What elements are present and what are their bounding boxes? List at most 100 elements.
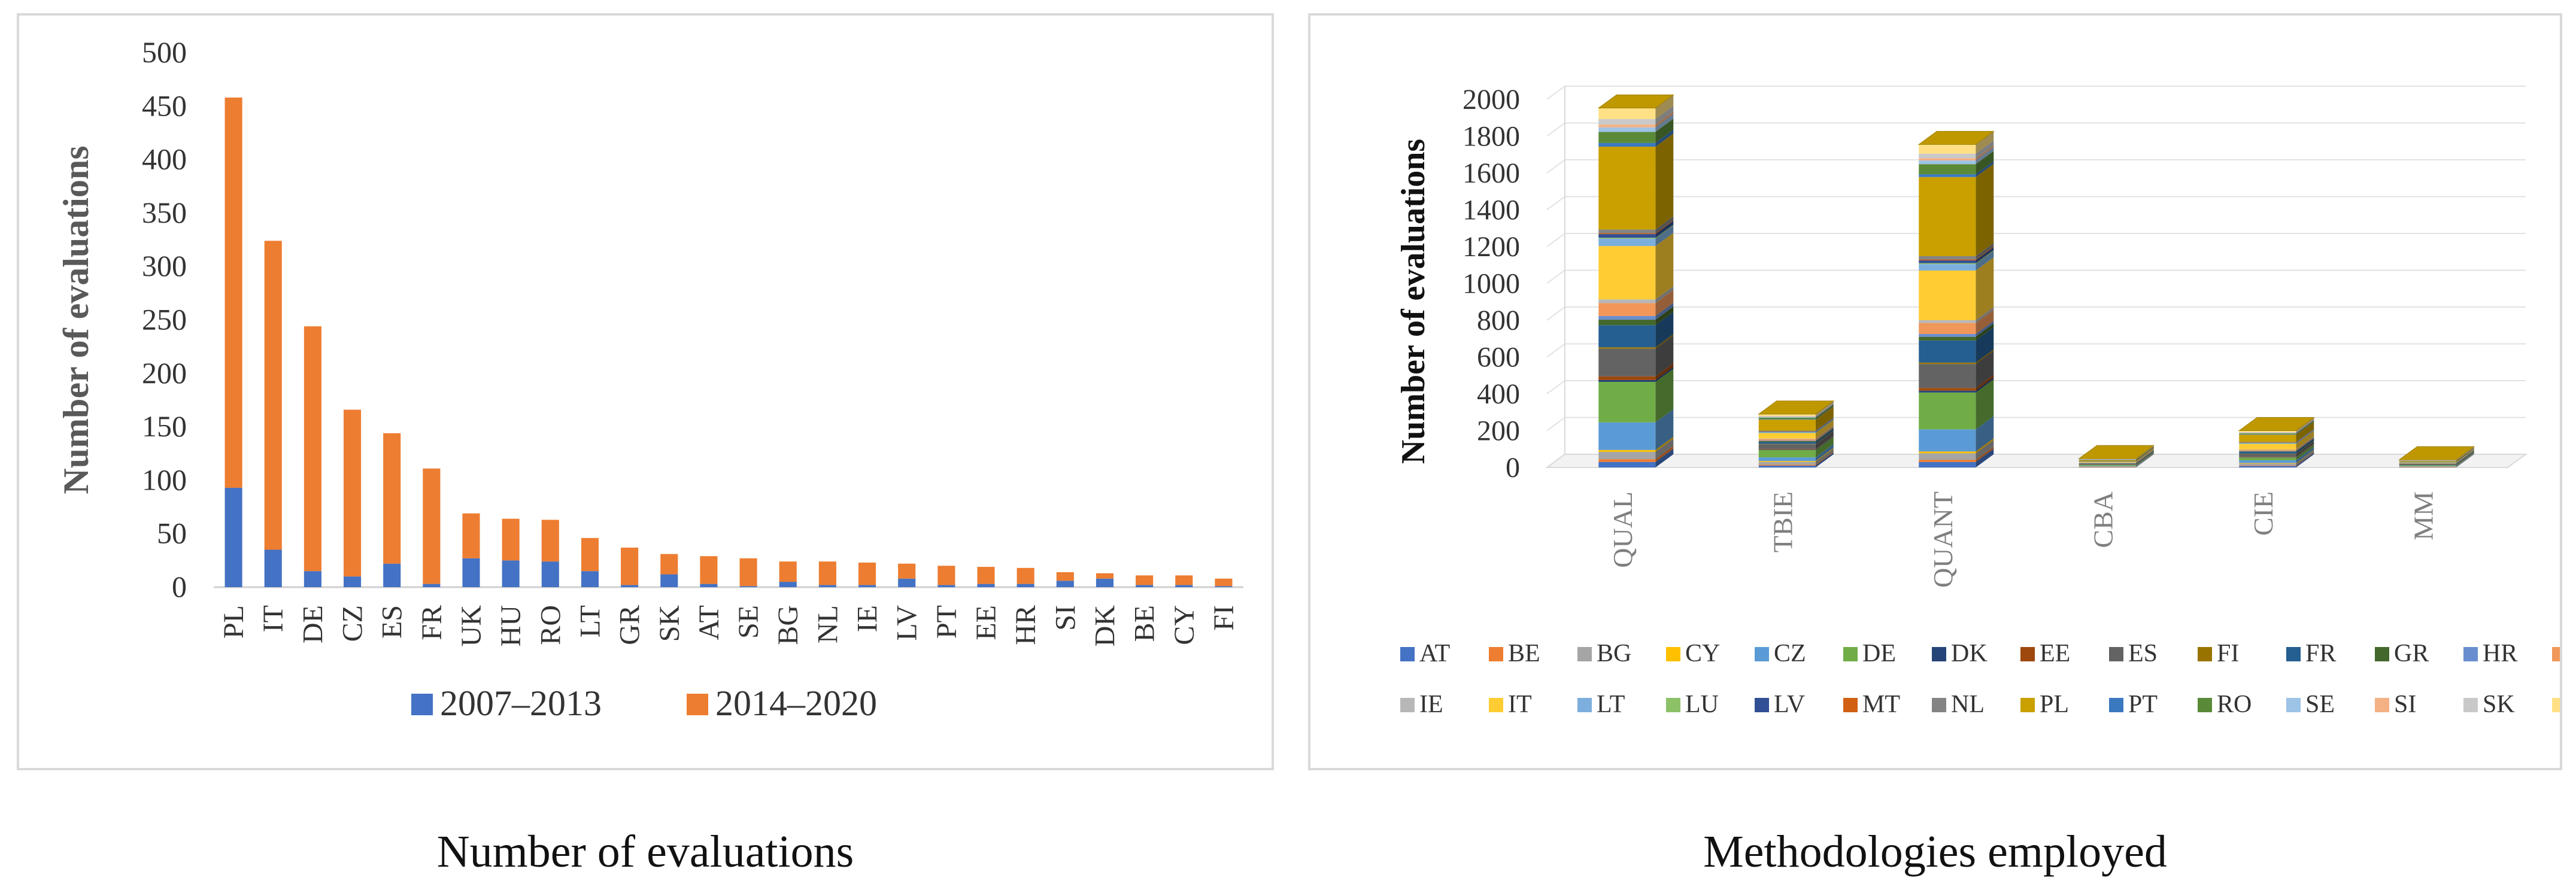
y-tick-label: 400 [142,142,187,176]
bar-side-CBA-CY [2135,452,2154,467]
legend-swatch-SE [2286,698,2301,712]
bar-side-CBA-PT [2135,447,2154,460]
bar-CIE-SK [2239,432,2296,433]
bar-TBIE-CZ [1758,457,1816,461]
x-tick-label: DE [297,605,329,643]
bar-QUANT-CZ [1919,429,1976,452]
legend-swatch-LT [1577,698,1592,712]
bar-side-CBA-DE [2135,451,2154,466]
bar-side-CBA-BG [2135,453,2154,467]
bar-CBA-HR [2079,463,2136,464]
bar-CIE-AT [2239,466,2296,467]
y-tick-label: 250 [142,303,187,336]
bar-side-TBIE-GR [1815,428,1834,442]
bar-top-QUANT [1917,130,1995,145]
y-tick-label: 500 [142,35,187,69]
x-tick-label: RO [535,605,566,645]
bar-QUAL-EE [1598,376,1656,380]
bar-side-CBA-ES [2135,450,2154,464]
bar-QUAL-SI [1598,124,1656,127]
bar-side-TBIE-CZ [1815,444,1834,461]
bar-side-MM-EE [2456,451,2474,465]
chart-floor [1545,454,2528,468]
bar-side-QUANT-UK [1976,131,1994,154]
legend-swatch-DE [1843,647,1858,661]
bar-MM-DK [2399,464,2456,466]
bar-side-MM-DK [2456,451,2474,466]
bar-QUANT-IT [1919,270,1976,320]
legend-label: LU [1685,691,1719,718]
bar-QUANT-PT [1919,174,1976,177]
bar-MM-EE [2399,464,2456,465]
bar-QUANT-EE [1919,388,1976,391]
bar-QUANT-LT [1919,264,1976,271]
bar-CBA-PL [2079,460,2136,461]
bar-MM-PL [2399,461,2456,462]
bar-HU-2007-2013 [502,560,520,587]
legend-label: DE [1862,640,1896,667]
y-tick-label: 100 [142,463,187,496]
bar-QUANT-CY [1919,451,1976,454]
bar-QUAL-PL [1598,147,1656,230]
bar-side-QUANT-DK [1976,377,1994,393]
x-tick-label: CZ [337,605,369,642]
bar-GR-2007-2013 [621,585,639,587]
bar-LT-2007-2013 [581,571,599,587]
bar-side-CIE-AT [2296,452,2314,467]
bar-QUANT-SI [1919,158,1976,161]
bar-QUAL-ES [1598,348,1656,376]
bar-side-QUANT-LU [1976,250,1994,265]
gridline [1546,343,2526,358]
bar-side-MM-NL [2456,448,2474,463]
y-tick-label: 0 [1506,452,1520,484]
legend-swatch-LU [1666,698,1680,712]
bar-QUAL-DK [1598,379,1656,382]
bar-QUANT-SE [1919,160,1976,165]
bar-UK-2007-2013 [462,558,480,587]
bar-side-QUAL-GR [1655,306,1674,326]
bar-CIE-IE [2239,449,2296,450]
bar-MM-NL [2399,461,2456,463]
y-tick-label: 1600 [1463,157,1520,189]
bar-QUANT-HR [1919,334,1976,337]
legend-swatch-HR [2463,647,2478,661]
bar-side-QUANT-LV [1976,247,1994,263]
bar-MM-HU [2399,463,2456,464]
bar-CIE-GR [2239,451,2296,452]
bar-side-TBIE-BE [1815,451,1834,466]
bar-side-CIE-EE [2296,444,2314,457]
bar-side-QUANT-MT [1976,246,1994,261]
y-tick-label: 300 [142,249,187,283]
bar-TBIE-AT [1758,465,1816,467]
bar-side-MM-GR [2456,450,2474,464]
bar-BE-2014-2020 [1136,575,1154,585]
legend-label: SK [2483,691,2515,718]
bar-side-CIE-DE [2296,444,2314,461]
evaluations-bar-chart: 0 50 100 150 200 250 300 350 400 450 500 Number of … [56,35,1243,723]
legend-label: 2014–2020 [715,684,877,723]
bar-LT-2014-2020 [581,537,599,572]
bar-side-QUAL-HU [1655,290,1674,316]
bar-QUAL-IT [1598,246,1656,300]
bar-side-MM-SK [2456,447,2474,461]
x-tick-label: FI [1208,605,1240,631]
bar-side-CIE-LV [2296,429,2314,444]
bar-side-QUANT-EE [1976,375,1994,391]
bar-TBIE-NL [1758,430,1816,432]
bar-AT-2007-2013 [700,584,718,587]
y-axis-title: Number of evaluations [56,145,96,494]
bar-top-TBIE [1758,400,1835,415]
bar-TBIE-PL [1758,420,1816,431]
bar-side-MM-HR [2456,450,2474,464]
legend-label: IE [1419,691,1443,718]
bar-QUAL-BE [1598,459,1656,462]
legend-label: LT [1597,691,1625,718]
bar-QUANT-GR [1919,336,1976,341]
bar-side-QUANT-NL [1976,242,1994,260]
legend-swatch-DK [1932,647,1946,661]
bar-HR-2007-2013 [1017,584,1034,587]
x-tick-label: HU [495,605,527,646]
bar-side-QUANT-PL [1976,163,1994,256]
legend-swatch-2014-2020 [687,694,708,715]
bar-side-MM-BE [2456,454,2474,467]
